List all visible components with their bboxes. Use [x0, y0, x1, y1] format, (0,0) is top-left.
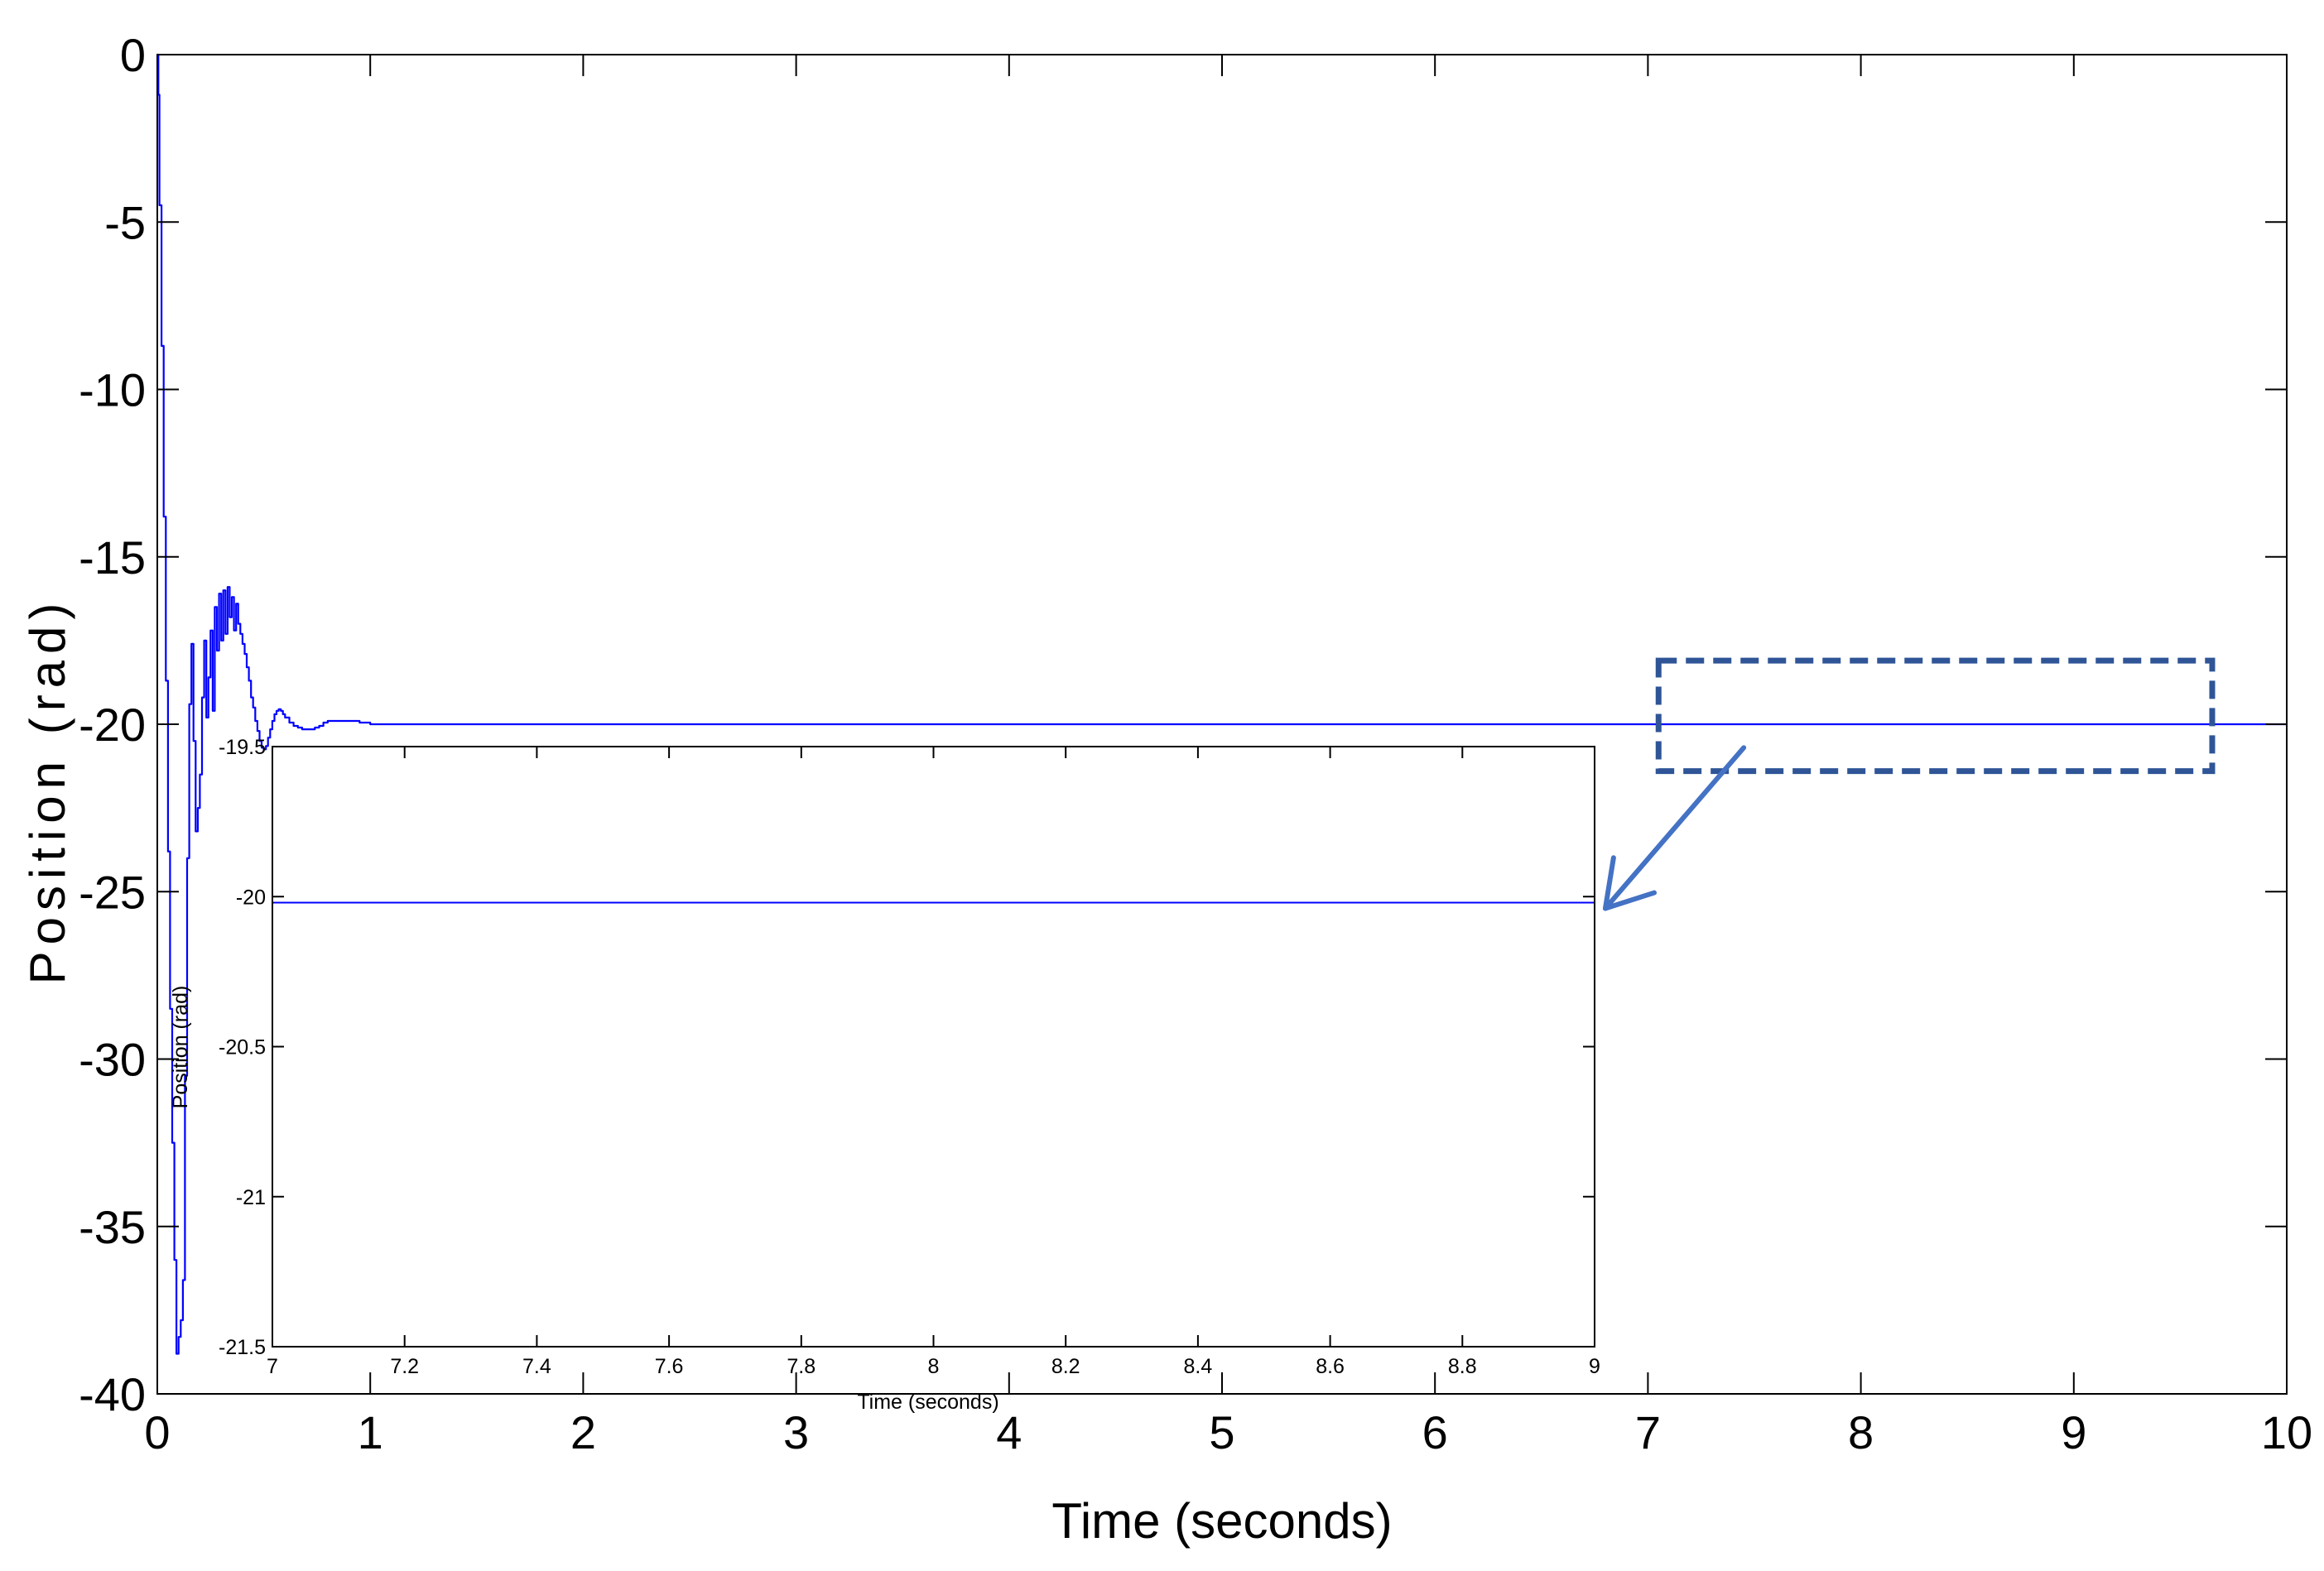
main-axes-frame — [156, 54, 2288, 1395]
inset-y-tick-label: -20 — [236, 886, 266, 909]
inset-x-tick-label: 9 — [1589, 1355, 1600, 1378]
inset-y-tick-label: -19.5 — [219, 736, 266, 759]
inset-x-tick-label: 8 — [928, 1355, 940, 1378]
zoom-arrow — [1602, 745, 1747, 911]
main-x-tick-label: 6 — [1422, 1406, 1448, 1458]
main-x-tick-label: 3 — [783, 1406, 809, 1458]
inset-x-tick-label: 7.4 — [522, 1355, 551, 1378]
main-y-tick-label: -15 — [79, 531, 146, 584]
main-axes: 0 1 2 3 4 5 6 7 8 9 10 0 -5 -10 -15 -20 -25 -30 -35 -40 Tim… — [20, 29, 2312, 1549]
main-x-tick-label: 0 — [144, 1406, 170, 1458]
main-x-tick-label: 8 — [1848, 1406, 1874, 1458]
main-y-tick-label: -5 — [104, 196, 146, 248]
inset-background — [272, 747, 1595, 1347]
inset-x-tick-label: 8.2 — [1051, 1355, 1080, 1378]
inset-axes: 7 7.2 7.4 7.6 7.8 8 8.2 8.4 8.6 8.8 9 -19.5 -20 -20.5… — [169, 736, 1600, 1414]
main-x-tick-label: 10 — [2261, 1406, 2312, 1458]
main-x-tick-label: 2 — [570, 1406, 596, 1458]
inset-x-tick-label: 8.6 — [1316, 1355, 1345, 1378]
inset-x-axis-label: Time (seconds) — [857, 1391, 998, 1414]
inset-y-tick-label: -20.5 — [219, 1036, 266, 1059]
main-y-tick-label: -10 — [79, 364, 146, 416]
main-plot-lines — [157, 53, 2287, 1355]
main-x-tick-label: 7 — [1635, 1406, 1661, 1458]
main-y-tick-label: -30 — [79, 1034, 146, 1086]
inset-x-tick-label: 8.4 — [1184, 1355, 1213, 1378]
inset-y-tick-label: -21.5 — [219, 1336, 266, 1359]
inset-axes-frame — [272, 746, 1595, 1348]
main-tick-labels: 0 1 2 3 4 5 6 7 8 9 10 0 -5 -10 -15 -20 -25 -30 -35 -40 — [79, 29, 2312, 1458]
main-y-tick-label: -35 — [79, 1201, 146, 1253]
main-x-axis-label: Time (seconds) — [1051, 1493, 1392, 1549]
inset-x-tick-label: 7.2 — [390, 1355, 419, 1378]
main-y-tick-label: -25 — [79, 866, 146, 918]
inset-y-axis-label: Position (rad) — [169, 986, 192, 1109]
inset-x-tick-label: 8.8 — [1448, 1355, 1477, 1378]
inset-tick-labels: 7 7.2 7.4 7.6 7.8 8 8.2 8.4 8.6 8.8 9 -19.5 -20 -20.5… — [219, 736, 1600, 1378]
main-x-tick-label: 4 — [996, 1406, 1022, 1458]
main-y-tick-label: -40 — [79, 1368, 146, 1420]
main-y-axis-label: Position (rad) — [20, 597, 75, 985]
main-y-tick-label: 0 — [120, 29, 146, 81]
zoom-region-box — [1655, 657, 2216, 775]
inset-x-tick-label: 7.6 — [655, 1355, 684, 1378]
inset-x-tick-label: 7 — [267, 1355, 278, 1378]
main-x-tick-label: 5 — [1209, 1406, 1234, 1458]
main-x-tick-label: 1 — [358, 1406, 383, 1458]
zoom-arrow-head — [1602, 855, 1658, 911]
main-y-tick-label: -20 — [79, 699, 146, 751]
inset-y-tick-label: -21 — [236, 1186, 266, 1209]
main-series-line — [157, 53, 2287, 1355]
inset-x-tick-label: 7.8 — [787, 1355, 816, 1378]
zoom-arrow-shaft — [1602, 745, 1747, 911]
main-x-tick-label: 9 — [2061, 1406, 2086, 1458]
